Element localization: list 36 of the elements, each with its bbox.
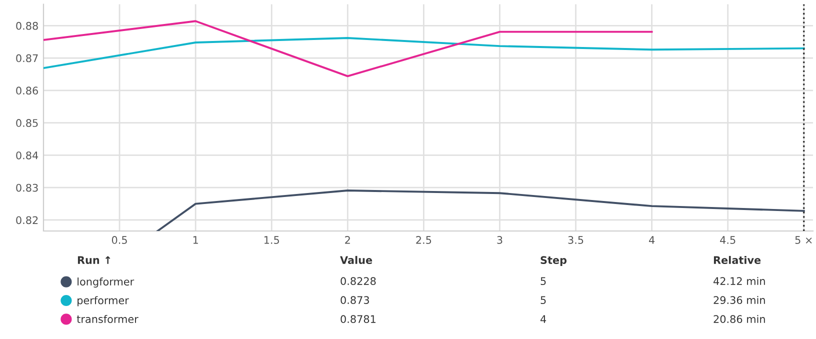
x-tick-label: 0.5	[112, 236, 127, 244]
y-tick-label: 0.83	[16, 184, 38, 192]
text: 29.36 min	[714, 296, 765, 304]
text: 0.8228	[340, 277, 376, 286]
text: 42.12 min	[714, 276, 765, 285]
text: 5	[540, 296, 546, 304]
x-tick-label: 3	[497, 236, 502, 244]
line-series	[156, 190, 805, 231]
y-tick-label: 0.82	[16, 216, 38, 224]
x-tick-label: 1	[193, 236, 198, 244]
y-tick-label: 0.84	[16, 151, 38, 160]
text: Run ↑	[78, 256, 110, 264]
legend-label: performer	[78, 296, 129, 306]
line-series	[44, 20, 653, 78]
x-tick-label: 4	[648, 236, 655, 244]
y-tick-label: 0.87	[16, 54, 38, 62]
text: Step	[540, 256, 567, 266]
x-tick-label: 3.5	[568, 236, 584, 244]
text: 5	[540, 277, 546, 286]
y-tick-label: 0.86	[16, 86, 38, 95]
x-tick-label: 1.5	[264, 236, 279, 244]
y-tick-label: 0.88	[16, 22, 38, 30]
legend-label: longformer	[78, 278, 134, 288]
y-tick-label: 0.85	[16, 119, 38, 127]
x-tick-label: 5 ×	[795, 236, 812, 244]
x-tick-label: 2.5	[416, 236, 432, 244]
x-tick-label: 4.5	[720, 236, 736, 244]
text: 0.873	[340, 296, 369, 304]
x-tick-label: 2	[345, 236, 350, 244]
text: 20.86 min	[714, 314, 765, 324]
text: Value	[340, 256, 372, 264]
legend-label: transformer	[76, 314, 138, 324]
text: 0.8781	[340, 315, 376, 324]
line-series	[44, 37, 805, 70]
text: 4	[540, 315, 546, 323]
text: Relative	[714, 256, 761, 264]
